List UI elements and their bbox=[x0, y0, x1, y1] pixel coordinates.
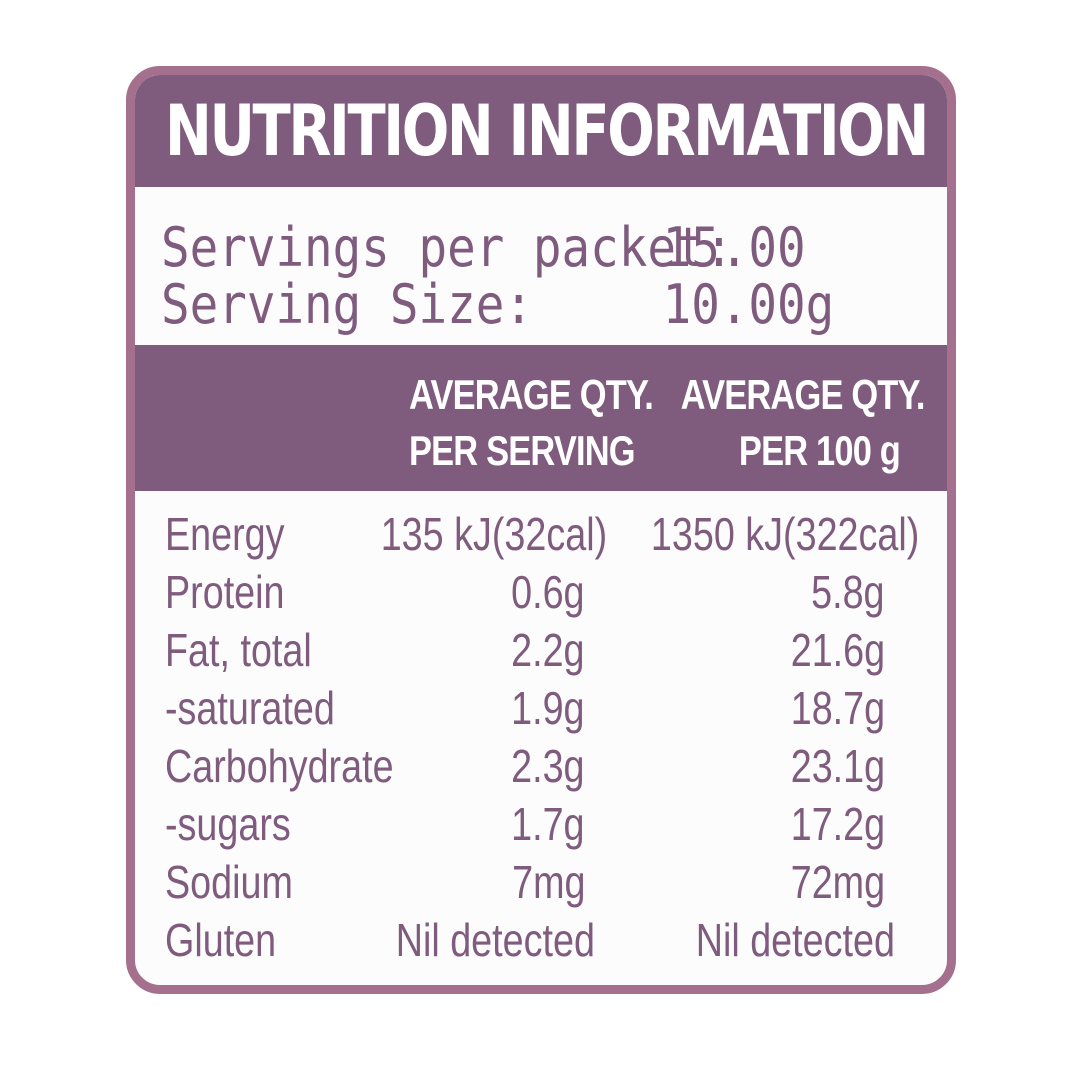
table-row: Sodium 7mg 72mg bbox=[135, 853, 947, 911]
per-100g-value: Nil detected bbox=[695, 914, 895, 966]
per-serving-value: Nil detected bbox=[395, 914, 595, 966]
per-serving-value: 135 kJ(32cal) bbox=[380, 508, 607, 560]
column-header-per-serving-line1: AVERAGE QTY. bbox=[409, 371, 654, 418]
table-row: Carbohydrate 2.3g 23.1g bbox=[135, 737, 947, 795]
nutrition-panel: NUTRITION INFORMATION Servings per packe… bbox=[126, 66, 956, 994]
serving-size-label: Serving Size: bbox=[161, 273, 533, 336]
nutrient-name: Sodium bbox=[165, 856, 293, 908]
servings-per-packet-row: Servings per packet:15.00 bbox=[161, 219, 806, 277]
column-header-band: AVERAGE QTY. PER SERVING AVERAGE QTY. PE… bbox=[135, 345, 947, 491]
nutrient-name: -sugars bbox=[165, 798, 291, 850]
servings-per-packet-value: 15.00 bbox=[662, 216, 806, 279]
table-row: -sugars 1.7g 17.2g bbox=[135, 795, 947, 853]
title-band: NUTRITION INFORMATION bbox=[135, 75, 947, 187]
table-row: Protein 0.6g 5.8g bbox=[135, 563, 947, 621]
table-row: Fat, total 2.2g 21.6g bbox=[135, 621, 947, 679]
per-serving-value: 1.9g bbox=[511, 682, 585, 734]
column-header-per-serving: AVERAGE QTY. PER SERVING bbox=[409, 367, 654, 479]
per-serving-value: 0.6g bbox=[511, 566, 585, 618]
table-row: Energy 135 kJ(32cal) 1350 kJ(322cal) bbox=[135, 505, 947, 563]
nutrient-table: Energy 135 kJ(32cal) 1350 kJ(322cal) Pro… bbox=[135, 505, 947, 969]
table-row: -saturated 1.9g 18.7g bbox=[135, 679, 947, 737]
per-100g-value: 72mg bbox=[790, 856, 885, 908]
per-100g-value: 17.2g bbox=[790, 798, 885, 850]
column-header-per-100g-line1: AVERAGE QTY. bbox=[680, 371, 926, 418]
nutrient-name: Carbohydrate bbox=[165, 740, 394, 792]
nutrient-name: Energy bbox=[165, 508, 285, 560]
nutrient-name: Fat, total bbox=[165, 624, 312, 676]
serving-size-row: Serving Size: 10.00g bbox=[161, 276, 834, 334]
panel-title: NUTRITION INFORMATION bbox=[165, 90, 929, 172]
per-serving-value: 1.7g bbox=[511, 798, 585, 850]
per-serving-value: 2.3g bbox=[511, 740, 585, 792]
per-serving-value: 2.2g bbox=[511, 624, 585, 676]
per-100g-value: 23.1g bbox=[790, 740, 885, 792]
per-100g-value: 1350 kJ(322cal) bbox=[650, 508, 919, 560]
column-header-per-serving-line2: PER SERVING bbox=[409, 427, 636, 474]
per-100g-value: 18.7g bbox=[790, 682, 885, 734]
nutrient-name: Gluten bbox=[165, 914, 277, 966]
table-row: Gluten Nil detected Nil detected bbox=[135, 911, 947, 969]
per-100g-value: 21.6g bbox=[790, 624, 885, 676]
per-100g-value: 5.8g bbox=[811, 566, 885, 618]
nutrient-name: -saturated bbox=[165, 682, 335, 734]
nutrient-name: Protein bbox=[165, 566, 285, 618]
serving-size-value: 10.00g bbox=[662, 273, 835, 336]
column-header-per-100g: AVERAGE QTY. PER 100 g bbox=[680, 367, 926, 479]
servings-per-packet-label: Servings per packet: bbox=[161, 216, 734, 279]
column-header-per-100g-line2: PER 100 g bbox=[739, 427, 901, 474]
per-serving-value: 7mg bbox=[511, 856, 585, 908]
